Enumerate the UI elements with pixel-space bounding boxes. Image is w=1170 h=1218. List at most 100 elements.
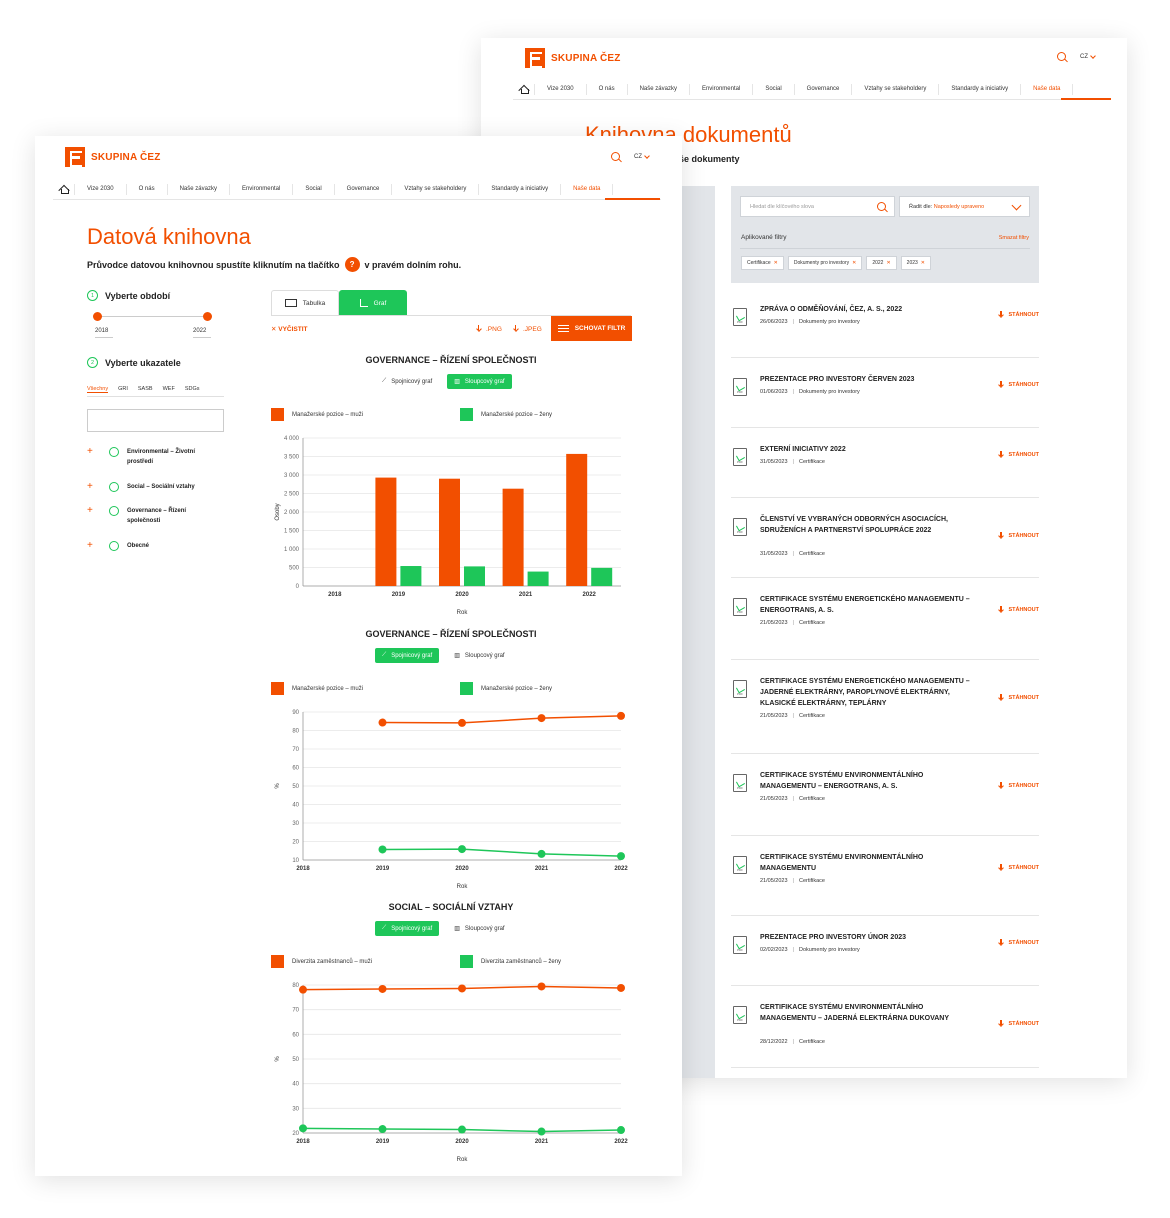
bar-chart-toggle[interactable]: ▥ Sloupcový graf xyxy=(454,652,505,660)
download-button[interactable]: STÁHNOUT xyxy=(997,450,1039,459)
legend-item[interactable]: Manažerské pozice – muži xyxy=(271,408,363,421)
clear-button[interactable]: ✕ VYČISTIT xyxy=(271,326,308,333)
nav-item-standardy[interactable]: Standardy a iniciativy xyxy=(479,183,562,195)
bar-chart-toggle[interactable]: ▥ Sloupcový graf xyxy=(447,374,512,389)
nav-item-nase-data[interactable]: Naše data xyxy=(1021,83,1074,95)
tab-gri[interactable]: GRI xyxy=(118,386,128,392)
legend-item[interactable]: Manažerské pozice – ženy xyxy=(460,408,552,421)
search-icon[interactable] xyxy=(1057,52,1066,61)
document-title[interactable]: PREZENTACE PRO INVESTORY ČERVEN 2023 xyxy=(760,376,915,383)
nav-item-o-nas[interactable]: O nás xyxy=(127,183,168,195)
year-from-value[interactable]: 2018 xyxy=(95,328,113,338)
search-icon[interactable] xyxy=(611,152,620,161)
close-icon[interactable]: ✕ xyxy=(852,260,857,266)
sort-select[interactable]: Řadit dle: Naposledy upraveno xyxy=(899,196,1030,217)
nav-item-o-nas[interactable]: O nás xyxy=(587,83,628,95)
nav-item-stakeholdery[interactable]: Vztahy se stakeholdery xyxy=(392,183,480,195)
nav-item-environmental[interactable]: Environmental xyxy=(690,83,754,95)
filter-chip[interactable]: 2023 ✕ xyxy=(900,256,931,270)
nav-item-governance[interactable]: Governance xyxy=(795,83,853,95)
download-button[interactable]: STÁHNOUT xyxy=(997,606,1039,614)
download-button[interactable]: STÁHNOUT xyxy=(997,938,1039,947)
nav-item-vize[interactable]: Vize 2030 xyxy=(535,83,587,95)
document-item[interactable]: CERTIFIKACE SYSTÉMU ENERGETICKÉHO MANAGE… xyxy=(731,580,1039,660)
legend-item[interactable]: Diverzita zaměstnanců – muži xyxy=(271,955,372,968)
document-title[interactable]: CERTIFIKACE SYSTÉMU ENVIRONMENTÁLNÍHO MA… xyxy=(760,1004,950,1022)
document-item[interactable]: ZPRÁVA O ODMĚŇOVÁNÍ, ČEZ, A. S., 2022 26/… xyxy=(731,290,1039,358)
tab-wef[interactable]: WEF xyxy=(162,386,175,392)
language-select[interactable]: CZ xyxy=(1080,52,1096,60)
close-icon[interactable]: ✕ xyxy=(773,260,778,266)
document-title[interactable]: CERTIFIKACE SYSTÉMU ENERGETICKÉHO MANAGE… xyxy=(760,596,970,614)
tab-vsechny[interactable]: Všechny xyxy=(87,386,109,393)
year-slider-handle-end[interactable] xyxy=(203,312,212,321)
nav-item-zavazky[interactable]: Naše závazky xyxy=(628,83,690,95)
nav-item-stakeholdery[interactable]: Vztahy se stakeholdery xyxy=(852,83,940,95)
download-button[interactable]: STÁHNOUT xyxy=(997,1019,1039,1028)
document-item[interactable]: CERTIFIKACE SYSTÉMU ENVIRONMENTÁLNÍHO MA… xyxy=(731,838,1039,916)
document-title[interactable]: CERTIFIKACE SYSTÉMU ENVIRONMENTÁLNÍHO MA… xyxy=(760,854,924,872)
nav-home[interactable] xyxy=(53,183,75,195)
nav-item-environmental[interactable]: Environmental xyxy=(230,183,294,195)
line-chart-toggle[interactable]: ⟋ Spojnicový graf xyxy=(375,921,440,936)
category-environmental[interactable]: + Environmental – Životní prostředí xyxy=(87,447,195,467)
language-select[interactable]: CZ xyxy=(634,152,650,160)
tab-chart[interactable]: Graf xyxy=(339,290,407,315)
document-item[interactable]: PREZENTACE PRO INVESTORY ČERVEN 2023 01/0… xyxy=(731,360,1039,428)
nav-item-standardy[interactable]: Standardy a iniciativy xyxy=(939,83,1022,95)
year-slider-track[interactable] xyxy=(98,316,208,317)
bar-chart-toggle[interactable]: ▥ Sloupcový graf xyxy=(454,925,505,933)
export-png-button[interactable]: .PNG xyxy=(475,325,502,333)
category-social[interactable]: + Social – Sociální vztahy xyxy=(87,482,195,492)
nav-item-governance[interactable]: Governance xyxy=(335,183,393,195)
export-jpeg-button[interactable]: .JPEG xyxy=(512,325,542,333)
filter-chip[interactable]: Dokumenty pro investory ✕ xyxy=(787,256,863,270)
download-button[interactable]: STÁHNOUT xyxy=(997,531,1039,540)
download-button[interactable]: STÁHNOUT xyxy=(997,380,1039,389)
tab-sdgs[interactable]: SDGs xyxy=(184,386,200,392)
logo[interactable]: SKUPINA ČEZ xyxy=(65,147,161,167)
nav-home[interactable] xyxy=(513,83,535,95)
tab-table[interactable]: Tabulka xyxy=(271,290,339,315)
document-item[interactable]: CERTIFIKACE SYSTÉMU ENVIRONMENTÁLNÍHO MA… xyxy=(731,988,1039,1068)
document-title[interactable]: EXTERNÍ INICIATIVY 2022 xyxy=(760,446,846,453)
nav-item-social[interactable]: Social xyxy=(293,183,335,195)
download-button[interactable]: STÁHNOUT xyxy=(997,693,1039,702)
category-general[interactable]: + Obecné xyxy=(87,541,149,551)
nav-item-vize[interactable]: Vize 2030 xyxy=(75,183,127,195)
tab-sasb[interactable]: SASB xyxy=(137,386,153,392)
line-chart-toggle[interactable]: ⟋ Spojnicový graf xyxy=(375,648,440,663)
search-icon[interactable] xyxy=(877,202,886,211)
indicator-search-input[interactable] xyxy=(87,409,224,432)
document-title[interactable]: ZPRÁVA O ODMĚŇOVÁNÍ, ČEZ, A. S., 2022 xyxy=(760,306,903,313)
nav-item-social[interactable]: Social xyxy=(753,83,795,95)
document-title[interactable]: ČLENSTVÍ VE VYBRANÝCH ODBORNÝCH ASOCIACÍ… xyxy=(760,516,948,534)
document-item[interactable]: EXTERNÍ INICIATIVY 2022 31/05/2023|Certif… xyxy=(731,430,1039,498)
download-button[interactable]: STÁHNOUT xyxy=(997,782,1039,790)
expand-icon[interactable]: + xyxy=(87,540,93,551)
filter-chip[interactable]: Certifikace ✕ xyxy=(741,256,784,270)
nav-item-zavazky[interactable]: Naše závazky xyxy=(168,183,230,195)
close-icon[interactable]: ✕ xyxy=(920,260,925,266)
expand-icon[interactable]: + xyxy=(87,505,93,516)
year-slider-handle-start[interactable] xyxy=(93,312,102,321)
document-title[interactable]: CERTIFIKACE SYSTÉMU ENERGETICKÉHO MANAGE… xyxy=(760,678,970,707)
download-button[interactable]: STÁHNOUT xyxy=(997,864,1039,872)
expand-icon[interactable]: + xyxy=(87,481,93,492)
hide-filter-button[interactable]: SCHOVAT FILTR xyxy=(551,316,632,341)
legend-item[interactable]: Manažerské pozice – ženy xyxy=(460,682,552,695)
logo[interactable]: SKUPINA ČEZ xyxy=(525,48,621,68)
expand-icon[interactable]: + xyxy=(87,446,93,457)
document-title[interactable]: PREZENTACE PRO INVESTORY ÚNOR 2023 xyxy=(760,934,906,941)
document-title[interactable]: CERTIFIKACE SYSTÉMU ENVIRONMENTÁLNÍHO MA… xyxy=(760,772,924,790)
line-chart-toggle[interactable]: ⟋ Spojnicový graf xyxy=(382,378,433,385)
document-item[interactable]: PREZENTACE PRO INVESTORY ÚNOR 2023 02/02/… xyxy=(731,918,1039,986)
document-item[interactable]: CERTIFIKACE SYSTÉMU ENERGETICKÉHO MANAGE… xyxy=(731,662,1039,754)
year-to-value[interactable]: 2022 xyxy=(193,328,211,338)
nav-item-nase-data[interactable]: Naše data xyxy=(561,183,614,195)
document-item[interactable]: CERTIFIKACE SYSTÉMU ENVIRONMENTÁLNÍHO MA… xyxy=(731,756,1039,836)
legend-item[interactable]: Diverzita zaměstnanců – ženy xyxy=(460,955,561,968)
download-button[interactable]: STÁHNOUT xyxy=(997,310,1039,319)
clear-filters-link[interactable]: Smazat filtry xyxy=(998,235,1029,241)
document-item[interactable]: ČLENSTVÍ VE VYBRANÝCH ODBORNÝCH ASOCIACÍ… xyxy=(731,500,1039,578)
